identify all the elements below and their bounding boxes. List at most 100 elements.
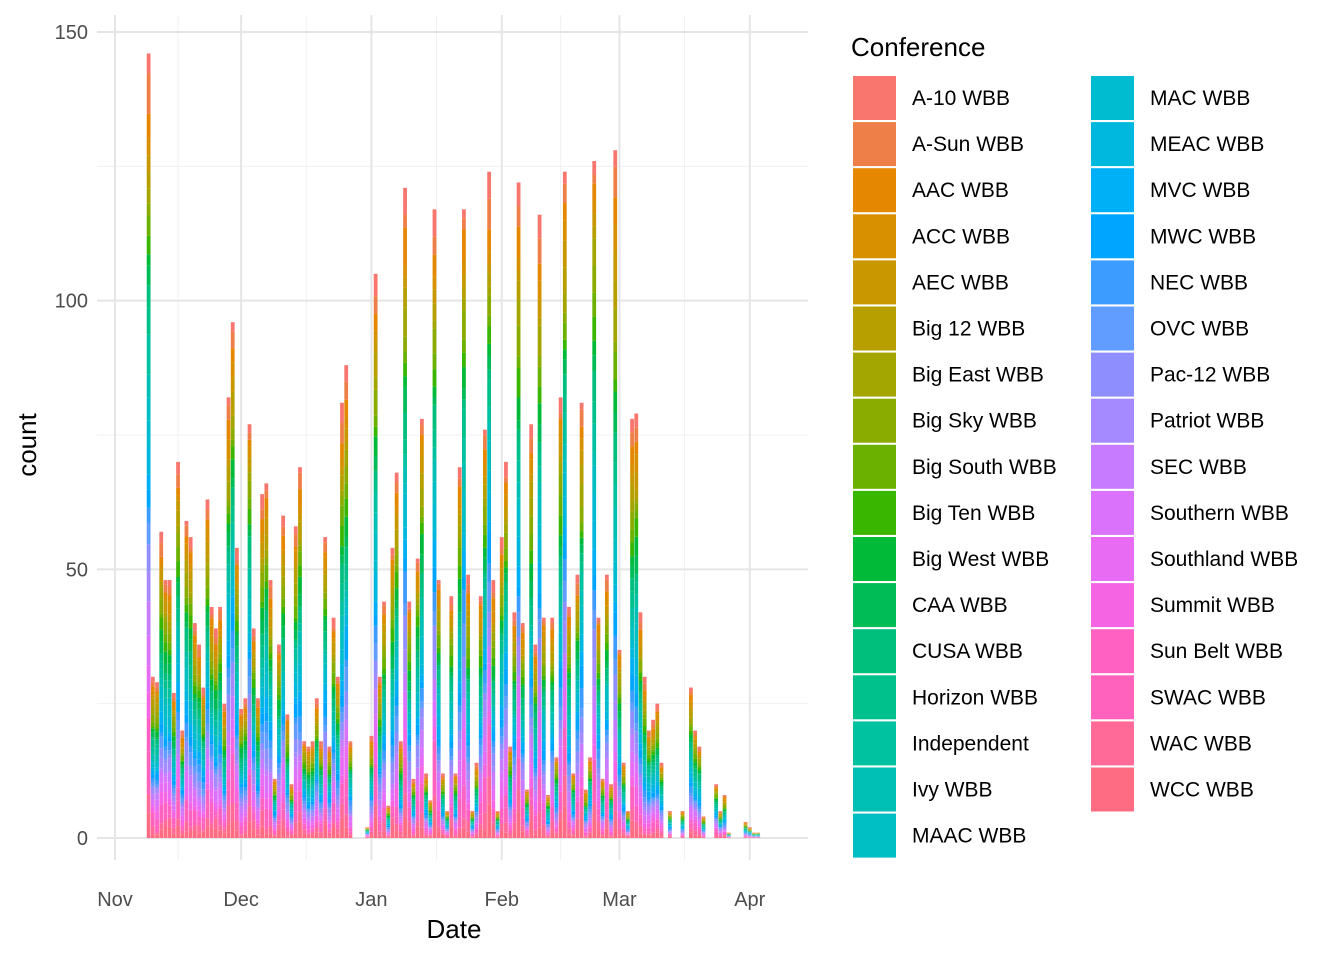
bar-segment [445,832,449,834]
bar-segment [335,747,340,751]
bar-segment [260,601,265,608]
bar-segment [478,712,483,718]
bar-segment [689,687,693,692]
bar-segment [419,597,424,617]
bar-segment [625,831,630,833]
bar-segment [487,171,492,199]
bar-segment [718,833,723,835]
bar-segment [680,835,685,837]
bar-stack [483,429,487,838]
bar-segment [180,748,185,753]
bar-segment [550,751,555,756]
bar-segment [235,749,239,761]
bar-segment [272,830,277,833]
bar-segment [184,786,189,796]
bar-segment [268,627,273,637]
bar-segment [457,565,462,579]
bar-segment [323,569,328,575]
bar-segment [550,662,555,666]
bar-segment [222,781,227,785]
bar-segment [630,728,634,735]
bar-segment [537,608,542,620]
bar-segment [470,816,475,818]
bar-segment [403,265,407,277]
bar-segment [432,276,437,290]
bar-segment [268,758,273,770]
bar-segment [171,692,176,698]
bar-segment [714,817,719,819]
bar-segment [298,594,302,607]
bar-segment [714,791,719,793]
bar-segment [247,676,252,695]
bar-segment [369,763,374,766]
bar-segment [302,813,307,818]
bar-segment [638,645,643,656]
bar-segment [201,740,206,743]
bar-segment [373,804,378,817]
bar-segment [214,637,218,645]
bar-segment [621,804,626,808]
bar-segment [474,832,479,834]
bar-segment [163,763,168,774]
bar-segment [550,665,555,671]
bar-segment [209,740,214,745]
bar-segment [235,830,239,838]
bar-segment [659,800,664,804]
bar-segment [529,597,534,607]
bar-segment [474,787,479,789]
bar-segment [520,684,525,688]
bar-segment [436,746,441,755]
bar-segment [689,777,693,783]
bar-segment [390,547,395,555]
bar-segment [428,833,433,835]
bar-segment [449,826,454,838]
bar-segment [604,574,609,580]
bar-stack [289,784,294,838]
bar-segment [508,807,513,810]
bar-segment [495,821,500,823]
bar-segment [424,821,428,824]
bar-segment [285,743,290,747]
bar-segment [466,682,471,693]
bar-segment [621,813,626,816]
bar-segment [403,454,407,468]
bar-segment [222,737,227,740]
bar-segment [163,705,168,717]
bar-segment [306,748,311,752]
bar-segment [390,579,395,587]
bar-stack [201,687,206,838]
bar-segment [659,821,664,824]
bar-segment [424,836,428,838]
bar-segment [562,374,567,395]
bar-segment [403,362,407,377]
bar-segment [340,731,344,740]
bar-stack [571,773,576,838]
bar-segment [197,697,201,703]
bar-segment [470,811,475,813]
bar-segment [571,810,576,812]
bar-segment [495,811,500,814]
bar-segment [377,831,382,836]
bar-segment [424,819,428,821]
bar-segment [554,802,559,806]
bar-segment [243,816,248,821]
bar-segment [272,822,277,825]
bar-segment [512,730,517,736]
bar-segment [583,809,588,810]
bar-segment [235,614,239,621]
bar-segment [646,754,651,759]
bar-segment [348,828,353,832]
bar-segment [260,713,265,725]
bar-segment [701,827,706,829]
bar-segment [226,523,231,533]
bar-segment [394,732,399,746]
bar-segment [209,625,214,636]
legend-key [1091,583,1134,628]
legend-label: CUSA WBB [912,640,1023,663]
bar-segment [617,668,622,673]
bar-segment [630,710,634,729]
bar-segment [419,516,424,523]
bar-segment [571,826,576,829]
bar-segment [230,541,235,554]
bar-segment [449,786,454,793]
